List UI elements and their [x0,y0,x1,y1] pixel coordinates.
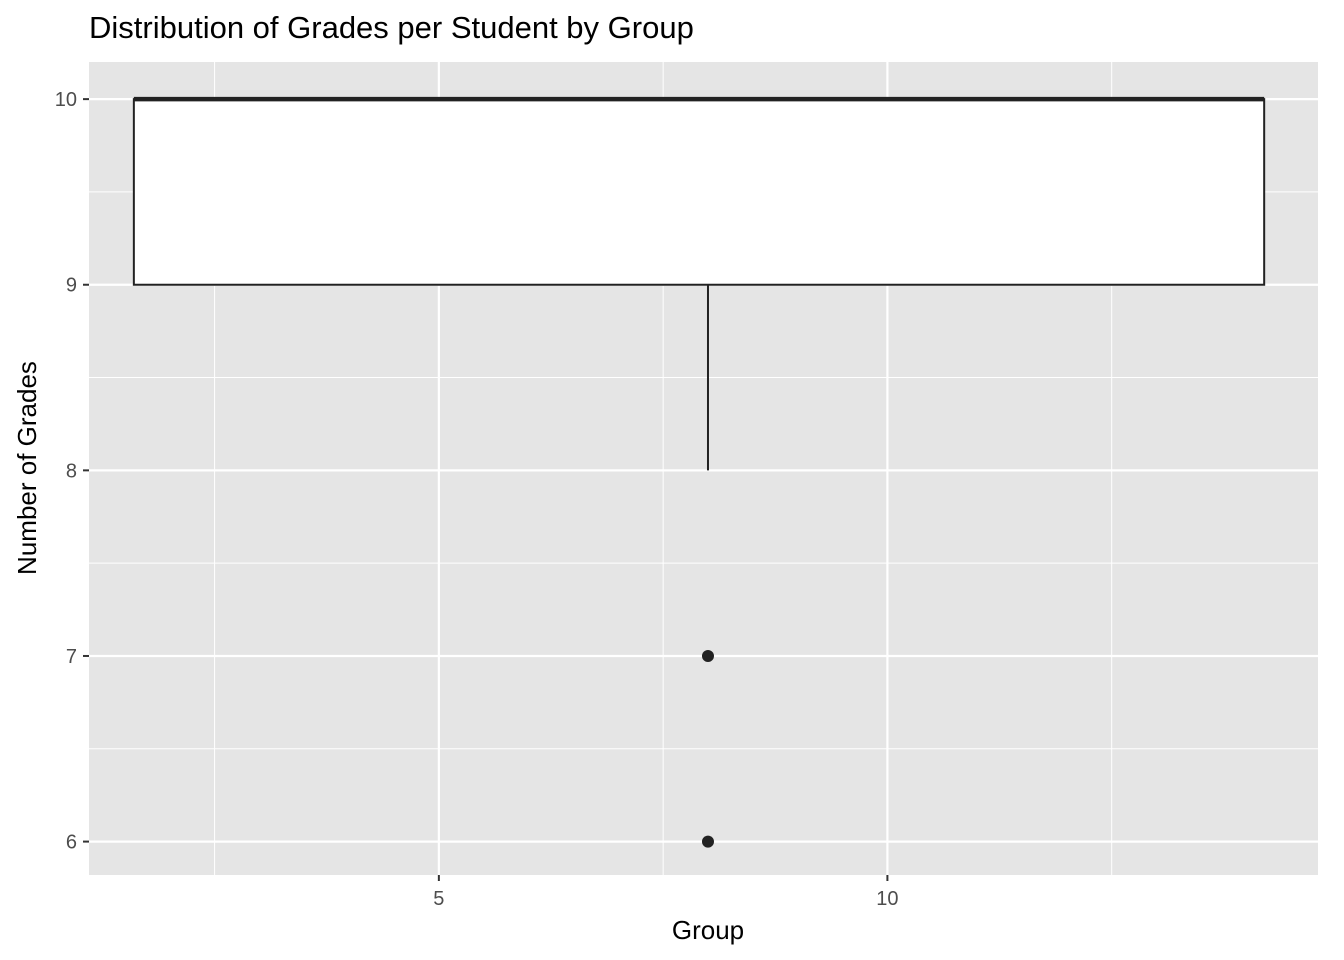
x-axis: 5 10 [433,875,899,910]
chart-title: Distribution of Grades per Student by Gr… [89,10,694,45]
x-tick-label: 10 [876,888,898,910]
y-tick-label: 10 [55,89,77,111]
y-tick-label: 9 [66,275,77,297]
outlier-point [701,835,714,848]
x-axis-title: Group [672,915,744,945]
box-iqr [132,98,1266,286]
x-tick-label: 5 [433,888,444,910]
y-tick-label: 6 [66,832,77,854]
boxes-layer [132,96,1266,848]
y-tick-label: 7 [66,646,77,668]
y-axis: 6 7 8 9 10 [55,89,89,854]
y-axis-title: Number of Grades [12,361,42,575]
y-tick-label: 8 [66,460,77,482]
outlier-point [701,649,714,662]
